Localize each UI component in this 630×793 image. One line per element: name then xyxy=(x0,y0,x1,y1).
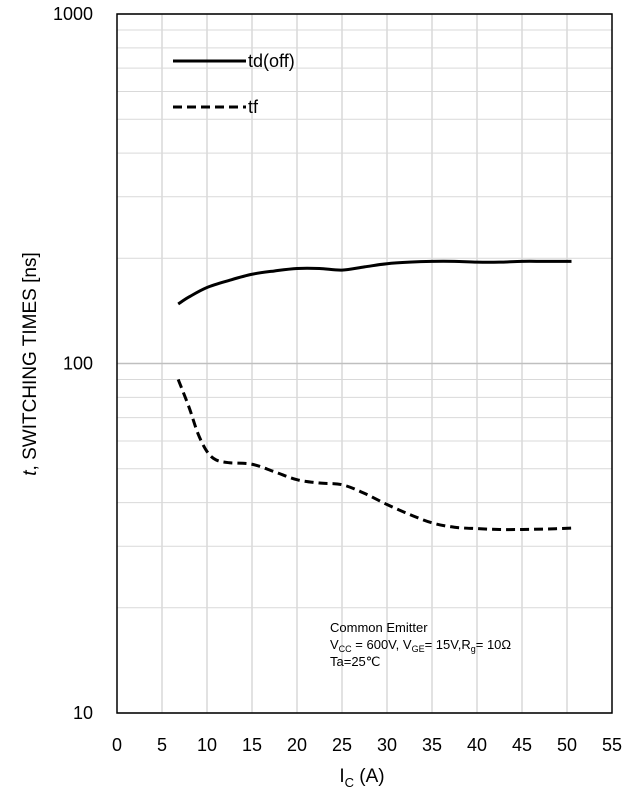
note-subscript: CC xyxy=(339,644,352,654)
x-tick-label: 50 xyxy=(557,735,577,755)
x-tick-label: 20 xyxy=(287,735,307,755)
note-text: = 15V,R xyxy=(425,637,471,652)
x-axis-title-subscript: C xyxy=(345,775,354,790)
legend-label-td-off: td(off) xyxy=(248,51,295,71)
note-text: = 10Ω xyxy=(476,637,512,652)
x-axis-title-unit: (A) xyxy=(354,766,385,787)
note-text: = 600V, V xyxy=(352,637,412,652)
y-tick-labels: 10 100 1000 xyxy=(53,4,93,723)
x-tick-label: 5 xyxy=(157,735,167,755)
legend: td(off) tf xyxy=(173,51,295,117)
y-tick-label: 100 xyxy=(63,354,93,374)
x-tick-label: 0 xyxy=(112,735,122,755)
note-subscript: GE xyxy=(412,644,425,654)
x-tick-label: 15 xyxy=(242,735,262,755)
note-text: V xyxy=(330,637,339,652)
note-subscript: g xyxy=(471,644,476,654)
y-axis-title: t, SWITCHING TIMES [ns] xyxy=(20,252,41,475)
x-tick-label: 45 xyxy=(512,735,532,755)
x-axis-title-main: I xyxy=(339,766,344,787)
x-tick-labels: 0 5 10 15 20 25 30 35 40 45 50 55 xyxy=(112,735,622,755)
test-conditions-note: Common Emitter VCC = 600V, VGE= 15V,Rg= … xyxy=(330,620,511,669)
series-line-tf xyxy=(176,378,572,532)
x-tick-label: 55 xyxy=(602,735,622,755)
note-line-2: VCC = 600V, VGE= 15V,Rg= 10Ω xyxy=(330,637,511,654)
y-axis-title-rest: , SWITCHING TIMES [ns] xyxy=(20,252,41,470)
x-tick-label: 35 xyxy=(422,735,442,755)
y-axis-title-italic: t xyxy=(20,470,41,476)
x-tick-label: 25 xyxy=(332,735,352,755)
x-axis-title: IC (A) xyxy=(339,766,384,790)
x-tick-label: 10 xyxy=(197,735,217,755)
note-line-1: Common Emitter xyxy=(330,620,428,635)
x-tick-label: 40 xyxy=(467,735,487,755)
y-tick-label: 10 xyxy=(73,703,93,723)
legend-label-tf: tf xyxy=(248,97,259,117)
note-line-3: Ta=25℃ xyxy=(330,654,380,669)
plot-area-frame xyxy=(116,13,613,714)
x-tick-label: 30 xyxy=(377,735,397,755)
series-layer xyxy=(176,259,572,532)
series-line-td-off xyxy=(177,259,572,306)
minor-gridlines xyxy=(117,29,612,609)
major-gridlines xyxy=(117,13,612,714)
y-tick-label: 1000 xyxy=(53,4,93,24)
